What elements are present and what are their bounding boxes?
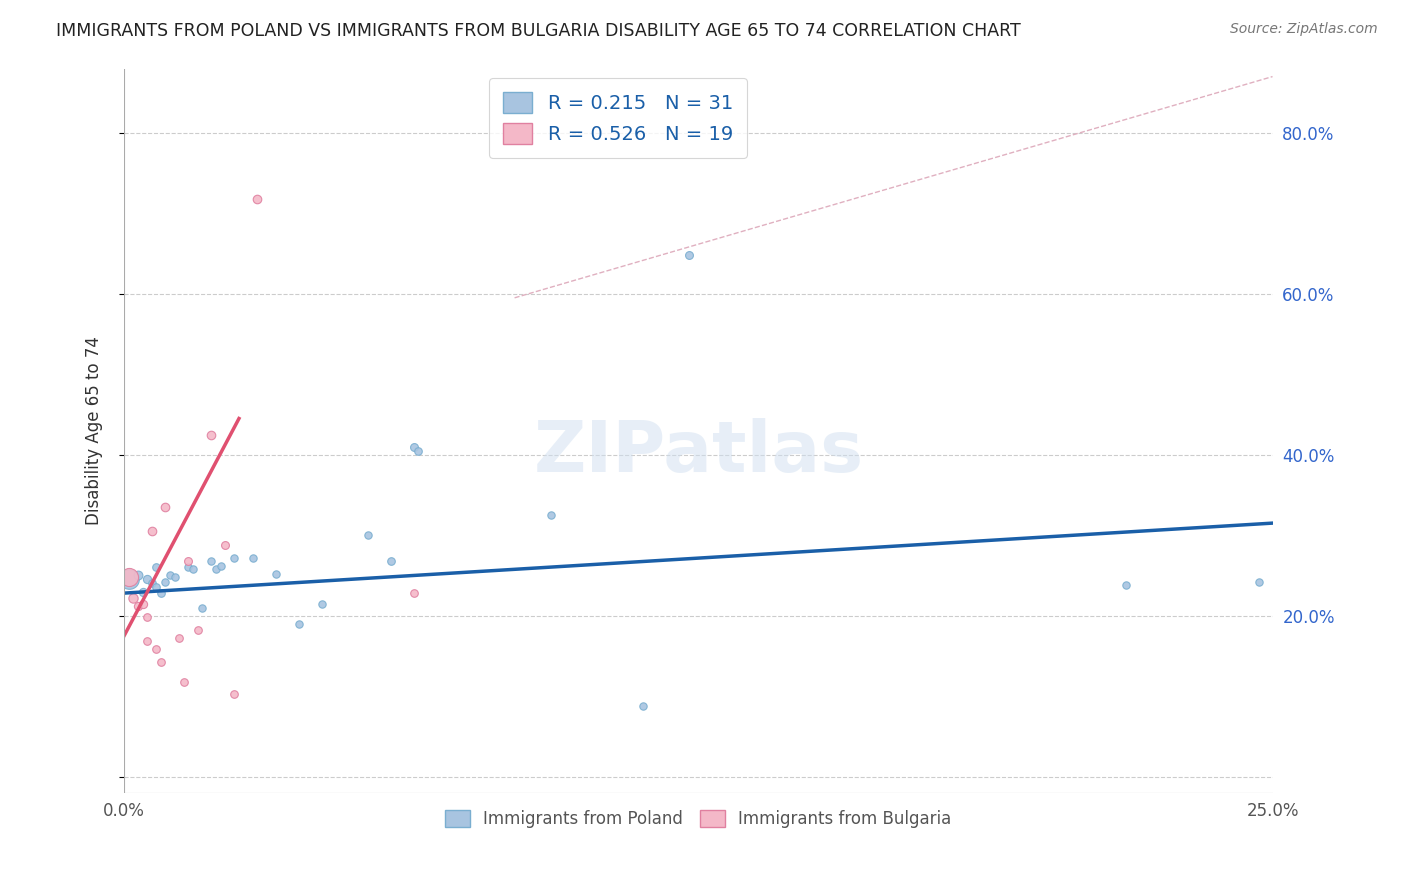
Text: Source: ZipAtlas.com: Source: ZipAtlas.com: [1230, 22, 1378, 37]
Point: [200, 427, 222, 442]
Point: [540, 508, 562, 522]
Point: [224, 688, 246, 702]
Point: [167, 631, 190, 645]
Point: [242, 550, 264, 565]
Text: IMMIGRANTS FROM POLAND VS IMMIGRANTS FROM BULGARIA DISABILITY AGE 65 TO 74 CORRE: IMMIGRANTS FROM POLAND VS IMMIGRANTS FRO…: [56, 22, 1021, 40]
Point: [181, 562, 204, 576]
Point: [214, 538, 236, 552]
Point: [187, 623, 209, 637]
Point: [173, 674, 195, 689]
Point: [149, 586, 172, 600]
Point: [149, 656, 172, 670]
Point: [145, 581, 167, 595]
Point: [209, 558, 232, 573]
Point: [200, 554, 222, 568]
Point: [118, 573, 141, 587]
Point: [311, 597, 333, 611]
Point: [1247, 574, 1270, 589]
Y-axis label: Disability Age 65 to 74: Disability Age 65 to 74: [86, 336, 103, 525]
Point: [145, 560, 167, 574]
Point: [141, 576, 163, 591]
Point: [127, 599, 149, 613]
Point: [177, 554, 200, 568]
Point: [155, 574, 177, 589]
Point: [264, 566, 287, 581]
Point: [177, 560, 200, 574]
Point: [159, 568, 181, 582]
Point: [246, 192, 269, 206]
Point: [191, 600, 214, 615]
Legend: Immigrants from Poland, Immigrants from Bulgaria: Immigrants from Poland, Immigrants from …: [439, 804, 959, 835]
Point: [136, 573, 159, 587]
Point: [287, 616, 309, 631]
Point: [402, 586, 425, 600]
Point: [380, 554, 402, 568]
Point: [127, 568, 149, 582]
Point: [163, 570, 186, 584]
Point: [406, 443, 429, 458]
Point: [141, 524, 163, 538]
Text: ZIPatlas: ZIPatlas: [533, 417, 863, 487]
Point: [136, 634, 159, 648]
Point: [118, 570, 141, 584]
Point: [136, 610, 159, 624]
Point: [678, 248, 700, 262]
Point: [356, 528, 378, 542]
Point: [631, 698, 654, 713]
Point: [131, 597, 153, 611]
Point: [155, 500, 177, 514]
Point: [145, 642, 167, 657]
Point: [224, 550, 246, 565]
Point: [1115, 578, 1137, 592]
Point: [402, 440, 425, 454]
Point: [131, 584, 153, 599]
Point: [205, 562, 228, 576]
Point: [122, 591, 145, 605]
